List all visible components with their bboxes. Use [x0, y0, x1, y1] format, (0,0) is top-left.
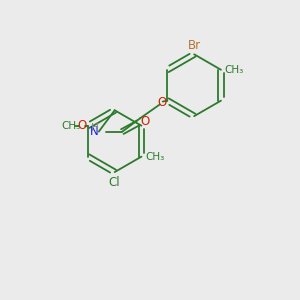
Text: O: O	[158, 96, 167, 109]
Text: O: O	[77, 119, 87, 132]
Text: Cl: Cl	[109, 176, 121, 189]
Text: N: N	[90, 125, 99, 138]
Text: Br: Br	[188, 39, 201, 52]
Text: O: O	[140, 115, 149, 128]
Text: CH₃: CH₃	[145, 152, 164, 162]
Text: CH₃: CH₃	[61, 121, 80, 131]
Text: CH₃: CH₃	[224, 65, 244, 75]
Text: H: H	[91, 123, 98, 133]
